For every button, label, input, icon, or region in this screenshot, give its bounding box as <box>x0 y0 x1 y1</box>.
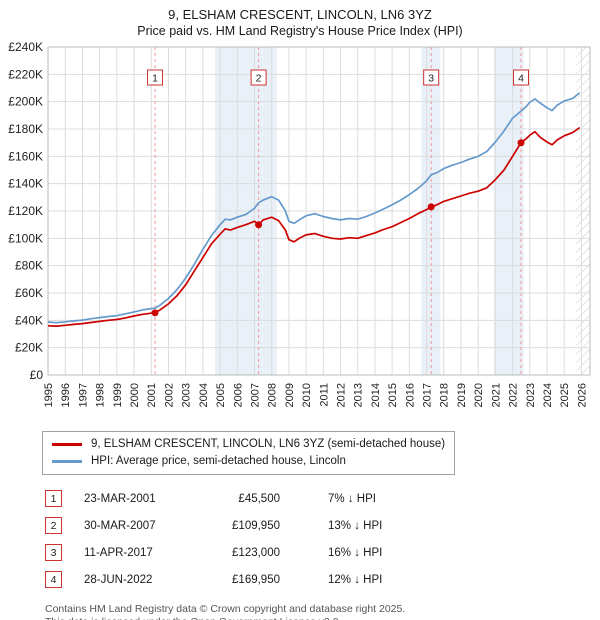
sale-number-badge: 1 <box>45 490 62 507</box>
sale-row: 1 23-MAR-2001 £45,500 7% ↓ HPI <box>45 485 600 512</box>
svg-text:1997: 1997 <box>77 383 89 407</box>
svg-text:£0: £0 <box>30 368 44 382</box>
svg-text:£180K: £180K <box>8 122 43 136</box>
y-axis-labels: £0 £20K £40K £60K £80K £100K £120K £140K £160K £1… <box>8 40 43 382</box>
sale-vs-hpi: 12% ↓ HPI <box>328 573 383 586</box>
legend-label: 9, ELSHAM CRESCENT, LINCOLN, LN6 3YZ (se… <box>91 438 446 450</box>
svg-text:£20K: £20K <box>15 341 43 355</box>
sale-number-badges: 1 2 3 4 <box>147 69 530 86</box>
svg-text:£220K: £220K <box>8 67 43 81</box>
svg-text:2018: 2018 <box>439 383 451 407</box>
sale-row: 3 11-APR-2017 £123,000 16% ↓ HPI <box>45 539 600 566</box>
svg-text:£40K: £40K <box>15 313 43 327</box>
svg-text:2015: 2015 <box>387 383 399 407</box>
sale-number-badge: 2 <box>45 517 62 534</box>
svg-text:2008: 2008 <box>267 383 279 407</box>
sale-price: £169,950 <box>232 573 280 586</box>
sale-date: 30-MAR-2007 <box>84 519 156 532</box>
svg-text:2021: 2021 <box>490 383 502 407</box>
svg-text:4: 4 <box>518 73 524 85</box>
svg-text:2005: 2005 <box>215 383 227 407</box>
chart-legend: 9, ELSHAM CRESCENT, LINCOLN, LN6 3YZ (se… <box>42 431 456 475</box>
svg-text:2014: 2014 <box>370 383 382 407</box>
sale-number-badge: 3 <box>45 544 62 561</box>
svg-text:2022: 2022 <box>508 383 520 407</box>
footer-line-2: This data is licensed under the Open Gov… <box>45 616 600 620</box>
sale-points <box>151 139 525 317</box>
property-line-swatch <box>52 443 82 446</box>
svg-text:£140K: £140K <box>8 177 43 191</box>
svg-text:2003: 2003 <box>181 383 193 407</box>
footer-line-1: Contains HM Land Registry data © Crown c… <box>45 603 406 615</box>
svg-text:2011: 2011 <box>318 383 330 407</box>
attribution-footer: Contains HM Land Registry data © Crown c… <box>45 603 600 620</box>
svg-text:2013: 2013 <box>353 383 365 407</box>
svg-text:£120K: £120K <box>8 204 43 218</box>
svg-text:2: 2 <box>256 73 262 85</box>
svg-text:3: 3 <box>428 73 434 85</box>
svg-text:2020: 2020 <box>473 383 485 407</box>
svg-text:2007: 2007 <box>249 383 261 407</box>
svg-text:2025: 2025 <box>559 383 571 407</box>
svg-text:1996: 1996 <box>60 383 72 407</box>
svg-text:2016: 2016 <box>404 383 416 407</box>
sale-row: 2 30-MAR-2007 £109,950 13% ↓ HPI <box>45 512 600 539</box>
legend-row: HPI: Average price, semi-detached house,… <box>52 453 445 470</box>
svg-text:2019: 2019 <box>456 383 468 407</box>
sale-date: 23-MAR-2001 <box>84 492 156 505</box>
svg-text:2006: 2006 <box>232 383 244 407</box>
svg-text:1999: 1999 <box>112 383 124 407</box>
svg-text:2002: 2002 <box>163 383 175 407</box>
svg-text:£60K: £60K <box>15 286 43 300</box>
svg-text:2004: 2004 <box>198 383 210 407</box>
svg-text:2017: 2017 <box>422 383 434 407</box>
svg-text:2010: 2010 <box>301 383 313 407</box>
svg-text:1: 1 <box>152 73 158 85</box>
sale-marker-lines <box>154 47 522 375</box>
price-history-chart: 1 2 3 4 £0 £20K £40K £60K £80K £100K £120K £140K £16… <box>8 40 591 407</box>
hpi-line-swatch <box>52 460 82 463</box>
svg-text:2023: 2023 <box>525 383 537 407</box>
x-axis-labels: 1995 1996 1997 1998 1999 2000 2001 2002 2003 2004… <box>43 383 588 407</box>
sale-price: £45,500 <box>238 492 280 505</box>
sale-number-badge: 4 <box>45 571 62 588</box>
sale-price: £123,000 <box>232 546 280 559</box>
sale-vs-hpi: 7% ↓ HPI <box>328 492 376 505</box>
svg-text:2026: 2026 <box>576 383 588 407</box>
svg-text:£200K: £200K <box>8 95 43 109</box>
legend-row: 9, ELSHAM CRESCENT, LINCOLN, LN6 3YZ (se… <box>52 436 445 453</box>
property-price-line <box>47 126 581 327</box>
sale-vs-hpi: 13% ↓ HPI <box>328 519 383 532</box>
sales-table: 1 23-MAR-2001 £45,500 7% ↓ HPI 2 30-MAR-2007 £… <box>45 485 600 593</box>
svg-text:£160K: £160K <box>8 149 43 163</box>
sale-date: 28-JUN-2022 <box>84 573 153 586</box>
page-subtitle: Price paid vs. HM Land Registry's House … <box>137 24 463 38</box>
sale-row: 4 28-JUN-2022 £169,950 12% ↓ HPI <box>45 566 600 593</box>
sale-price: £109,950 <box>232 519 280 532</box>
sale-vs-hpi: 16% ↓ HPI <box>328 546 383 559</box>
svg-text:2024: 2024 <box>542 383 554 407</box>
svg-text:1995: 1995 <box>43 383 55 407</box>
svg-text:1998: 1998 <box>95 383 107 407</box>
hpi-line <box>47 92 581 324</box>
svg-text:£80K: £80K <box>15 259 43 273</box>
page-title: 9, ELSHAM CRESCENT, LINCOLN, LN6 3YZ <box>168 7 432 22</box>
plot-border <box>47 46 591 376</box>
legend-label: HPI: Average price, semi-detached house,… <box>91 455 346 467</box>
sale-date: 11-APR-2017 <box>84 546 153 559</box>
svg-text:£100K: £100K <box>8 231 43 245</box>
svg-text:2000: 2000 <box>129 383 141 407</box>
svg-text:2001: 2001 <box>146 383 158 407</box>
svg-text:2012: 2012 <box>336 383 348 407</box>
svg-text:£240K: £240K <box>8 40 43 54</box>
svg-text:2009: 2009 <box>284 383 296 407</box>
